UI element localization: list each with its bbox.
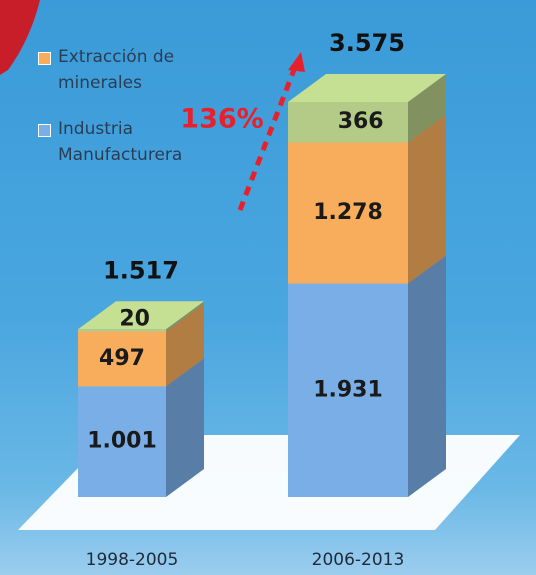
x-tick-label: 1998-2005 — [86, 550, 179, 570]
legend-label: Extracción de minerales — [58, 47, 175, 93]
bar-segment — [288, 142, 408, 284]
arrow-head — [288, 52, 305, 72]
legend-item: Extracción de minerales — [38, 44, 228, 96]
bar-segment — [78, 331, 166, 387]
value-label: 497 — [99, 346, 145, 371]
bar-segment — [288, 283, 408, 497]
value-label: 1.278 — [313, 200, 383, 225]
bar-side — [166, 303, 204, 387]
bar-top — [288, 74, 446, 102]
bar-side — [408, 114, 446, 284]
total-label: 3.575 — [329, 29, 405, 57]
value-label: 366 — [338, 109, 384, 134]
growth-annotation: 136% — [180, 104, 263, 135]
x-tick-label: 2006-2013 — [312, 550, 405, 570]
value-label: 1.001 — [87, 429, 157, 454]
growth-arrow — [237, 61, 300, 211]
bar-side — [166, 358, 204, 497]
bar-top — [78, 301, 204, 330]
legend-label: Industria Manufacturera — [58, 119, 183, 165]
decoration — [0, 0, 40, 75]
bar-side — [408, 74, 446, 143]
bar-side — [166, 301, 204, 332]
value-label: 1.931 — [313, 377, 383, 402]
value-label: 20 — [119, 306, 150, 331]
legend-item: Industria Manufacturera — [38, 116, 228, 168]
bar-segment — [78, 329, 166, 332]
legend-swatch — [38, 124, 51, 137]
legend-swatch — [38, 52, 51, 65]
total-label: 1.517 — [103, 256, 179, 284]
bar-segment — [78, 386, 166, 497]
bar-segment — [288, 102, 408, 143]
bar-side — [408, 255, 446, 497]
